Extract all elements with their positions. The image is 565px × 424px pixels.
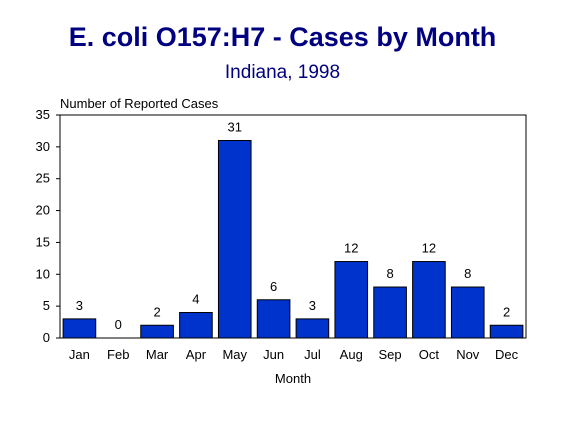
x-tick-label-mar: Mar (146, 347, 169, 362)
data-label-mar: 2 (153, 304, 160, 319)
y-tick-label: 25 (36, 171, 50, 186)
y-axis-label: Number of Reported Cases (60, 96, 219, 111)
chart-title: E. coli O157:H7 - Cases by Month (68, 22, 497, 52)
plot-frame (59, 114, 527, 339)
bar-sep (373, 286, 407, 339)
data-label-feb: 0 (115, 317, 122, 332)
bar-jul (295, 318, 330, 339)
bar-may (217, 139, 252, 339)
x-tick-label-jan: Jan (69, 347, 90, 362)
x-tick-label-sep: Sep (379, 347, 402, 362)
data-label-jul: 3 (309, 298, 316, 313)
y-tick-label: 0 (43, 330, 50, 345)
plot-area: 0 5 10 15 20 25 30 35 3 Jan 0 Feb 2 Mar 4 Apr 31 May 6 Jun 3… (36, 107, 527, 362)
data-label-may: 31 (228, 119, 242, 134)
y-tick-label: 30 (36, 139, 50, 154)
x-tick-label-dec: Dec (495, 347, 519, 362)
bar-jun (256, 299, 291, 339)
chart-subtitle: Indiana, 1998 (224, 62, 341, 83)
data-label-jan: 3 (76, 298, 83, 313)
bar-dec (489, 324, 524, 339)
bar-jan (62, 318, 97, 339)
data-label-sep: 8 (386, 266, 393, 281)
bar-nov (450, 286, 485, 339)
data-label-oct: 12 (422, 241, 436, 256)
x-tick-label-feb: Feb (107, 347, 129, 362)
bar-mar (140, 324, 174, 339)
y-tick-label: 20 (36, 203, 50, 218)
data-label-aug: 12 (344, 241, 358, 256)
x-tick-label-nov: Nov (456, 347, 480, 362)
x-tick-label-may: May (222, 347, 247, 362)
y-tick-label: 5 (43, 298, 50, 313)
y-tick-label: 15 (36, 234, 50, 249)
bar-oct (412, 261, 446, 339)
x-tick-label-oct: Oct (419, 347, 440, 362)
bar-apr (179, 312, 213, 339)
data-label-dec: 2 (503, 304, 510, 319)
y-tick-label: 10 (36, 266, 50, 281)
x-axis-label: Month (275, 371, 311, 386)
bar-aug (334, 261, 369, 339)
x-tick-label-apr: Apr (186, 347, 207, 362)
data-label-jun: 6 (270, 279, 277, 294)
x-tick-label-aug: Aug (340, 347, 363, 362)
data-label-nov: 8 (464, 266, 471, 281)
y-tick-label: 35 (36, 107, 50, 122)
x-tick-label-jun: Jun (263, 347, 284, 362)
data-label-apr: 4 (192, 292, 199, 307)
x-tick-label-jul: Jul (304, 347, 321, 362)
